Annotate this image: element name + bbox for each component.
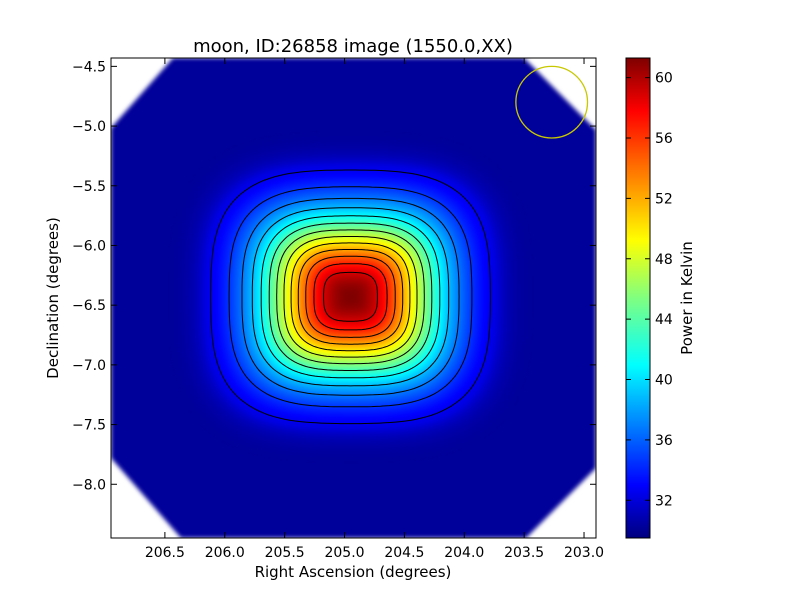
x-tick-label: 203.0 <box>564 545 604 561</box>
colorbar-gradient <box>625 57 651 539</box>
contour-line <box>251 207 450 387</box>
colorbar-tick-label: 32 <box>655 493 673 509</box>
y-tick-label: −6.5 <box>72 298 106 314</box>
contour-line <box>276 229 425 365</box>
colorbar-tick-label: 36 <box>655 433 673 449</box>
x-tick-label: 206.0 <box>205 545 245 561</box>
x-axis-label: Right Ascension (degrees) <box>255 563 452 581</box>
contour-line <box>268 222 433 371</box>
contour-line <box>323 271 378 322</box>
colorbar-label: Power in Kelvin <box>678 241 696 355</box>
contour-line <box>228 186 473 408</box>
y-tick-label: −7.0 <box>72 358 106 374</box>
y-tick-label: −6.0 <box>72 238 106 254</box>
plot-area <box>111 58 596 538</box>
colorbar-tick-label: 56 <box>655 131 673 147</box>
contour-line <box>210 169 491 425</box>
x-tick-label: 203.5 <box>504 545 544 561</box>
y-tick-label: −5.5 <box>72 179 106 195</box>
contour-line <box>260 215 441 379</box>
colorbar-tick-label: 60 <box>655 71 673 87</box>
contour-line <box>313 263 388 331</box>
plot-frame <box>110 57 597 539</box>
y-axis-ticks: −4.5 −5.0 −5.5 −6.0 −6.5 −7.0 −7.5 −8.0 <box>72 59 596 493</box>
y-tick-label: −5.0 <box>72 119 106 135</box>
colorbar-tick-label: 44 <box>655 312 673 328</box>
colorbar-ticks: 32 36 40 44 48 52 56 60 <box>626 71 673 509</box>
contour-line <box>305 255 396 338</box>
colorbar-tick-label: 48 <box>655 252 673 268</box>
y-tick-label: −7.5 <box>72 418 106 434</box>
contour-line <box>241 197 460 396</box>
contour-lines <box>210 169 491 425</box>
y-tick-label: −4.5 <box>72 59 106 75</box>
heatmap-image <box>111 58 596 538</box>
contour-line <box>290 242 411 352</box>
colorbar: 32 36 40 44 48 52 56 60 Power in Kelvin <box>625 57 696 539</box>
x-tick-label: 205.0 <box>324 545 364 561</box>
x-tick-label: 204.0 <box>444 545 484 561</box>
x-tick-label: 204.5 <box>384 545 424 561</box>
x-axis-ticks: 206.5 206.0 205.5 205.0 204.5 204.0 203.5 203.0 <box>145 58 604 561</box>
chart-title: moon, ID:26858 image (1550.0,XX) <box>193 36 513 57</box>
beam-circle <box>515 65 589 139</box>
y-tick-label: −8.0 <box>72 477 106 493</box>
colorbar-tick-label: 52 <box>655 191 673 207</box>
colorbar-tick-label: 40 <box>655 373 673 389</box>
x-tick-label: 206.5 <box>145 545 185 561</box>
x-tick-label: 205.5 <box>265 545 305 561</box>
contour-line <box>283 236 418 358</box>
y-axis-label: Declination (degrees) <box>44 217 62 379</box>
contour-line <box>297 249 404 345</box>
